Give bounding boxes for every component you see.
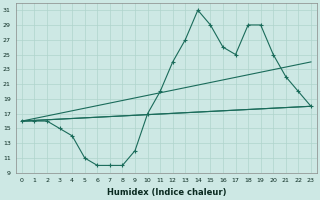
X-axis label: Humidex (Indice chaleur): Humidex (Indice chaleur) [107,188,226,197]
